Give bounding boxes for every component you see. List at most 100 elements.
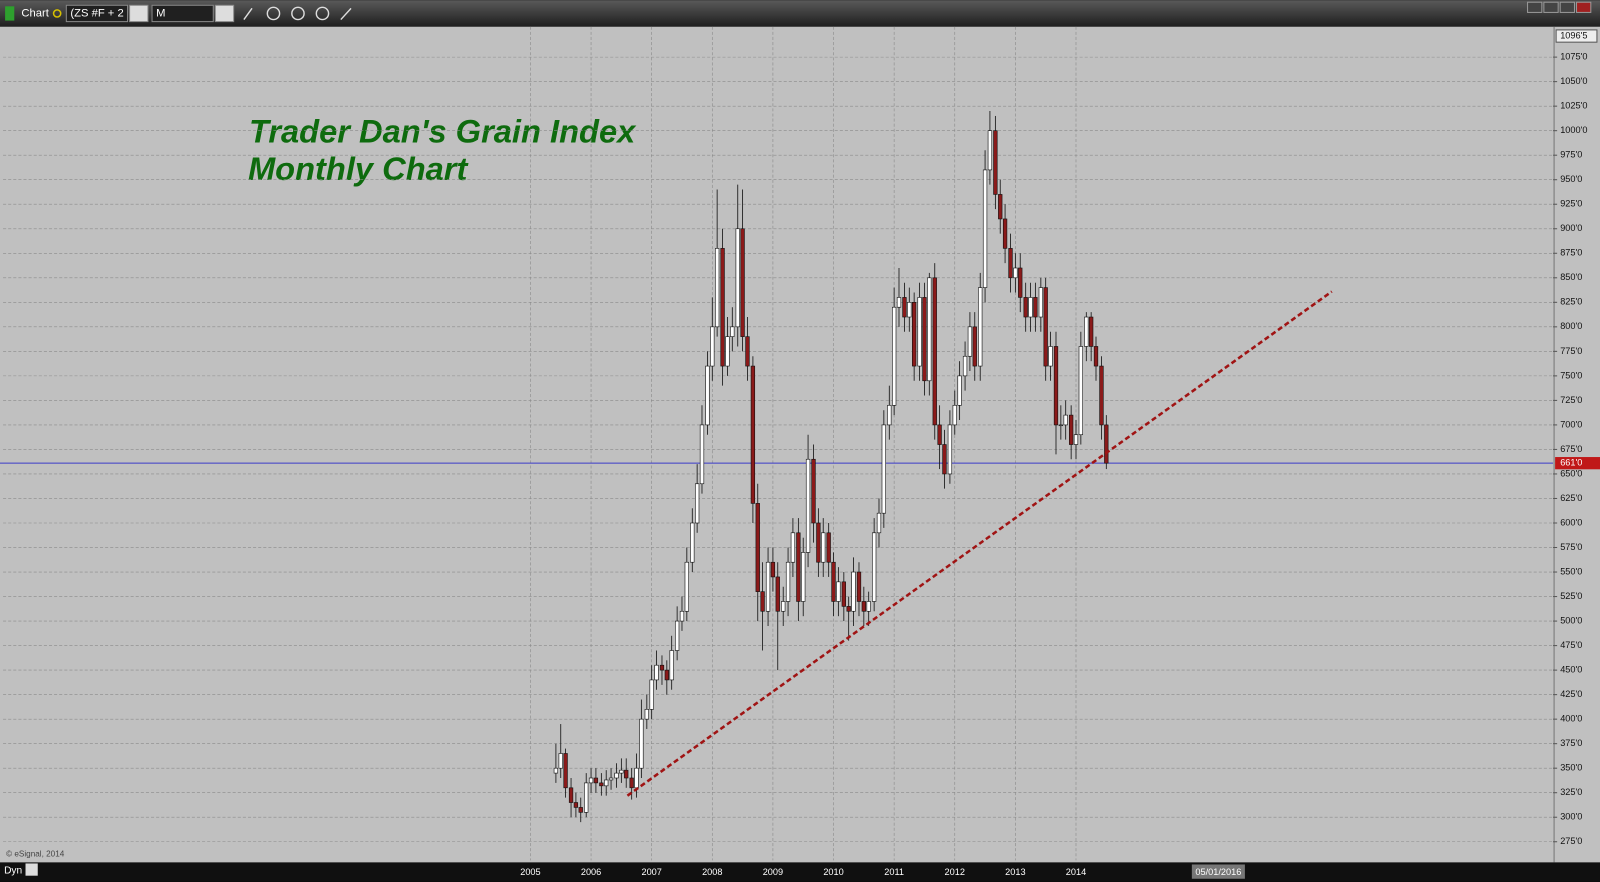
y-tick-label: 600'0 [1560, 517, 1582, 527]
y-tick-label: 675'0 [1560, 444, 1582, 454]
candle-body [644, 709, 649, 720]
y-tick-label: 500'0 [1560, 615, 1582, 625]
y-tick-label: 650'0 [1560, 468, 1582, 478]
candle-body [826, 532, 831, 563]
candle-body [699, 424, 705, 485]
y-tick-label: 1000'0 [1560, 125, 1587, 135]
symbol[interactable]: (ZS #F + 2 [70, 7, 123, 19]
candle-body [694, 483, 700, 524]
candle-body [881, 424, 886, 514]
zoom-button[interactable] [315, 6, 330, 21]
candle-body [578, 807, 583, 813]
x-tick-label: 2014 [1066, 867, 1086, 877]
candle-body [932, 277, 937, 426]
candle-body [781, 601, 786, 612]
y-tick-label: 550'0 [1560, 566, 1582, 576]
y-tick-label: 375'0 [1560, 738, 1582, 748]
candle-body [805, 458, 811, 553]
y-tick-label: 750'0 [1560, 370, 1582, 380]
candle-body [1078, 346, 1083, 436]
candle-body [947, 424, 953, 475]
cursor-date: 05/01/2016 [1195, 867, 1241, 877]
candle-body [892, 306, 897, 406]
candle-body [619, 769, 624, 774]
y-max-box [1555, 29, 1598, 43]
candle-body [790, 532, 796, 563]
time-axis-bar [0, 862, 1600, 882]
time-button[interactable] [214, 4, 235, 23]
window-restore[interactable] [1527, 1, 1543, 13]
mode-icon[interactable] [25, 863, 38, 876]
candle-body [1063, 414, 1068, 426]
candle-body [816, 522, 821, 563]
y-tick-label: 1050'0 [1560, 76, 1587, 86]
candle-body [942, 444, 947, 475]
candle-body [856, 571, 862, 602]
candle-body [735, 228, 740, 328]
candle-body [952, 404, 957, 426]
x-tick-label: 2012 [945, 867, 965, 877]
candle-body [684, 561, 689, 612]
y-tick-label: 1075'0 [1560, 52, 1587, 62]
chart-icon [5, 6, 15, 21]
candle-body [593, 777, 599, 784]
y-tick-label: 300'0 [1560, 812, 1582, 822]
x-tick-label: 2010 [823, 867, 843, 877]
draw-tools[interactable] [243, 7, 352, 21]
refresh-button[interactable] [266, 6, 281, 21]
candle-body [927, 277, 932, 382]
candle-body [962, 355, 968, 377]
y-tick-label: 475'0 [1560, 640, 1582, 650]
candle-body [1002, 218, 1008, 249]
candle-body [775, 576, 780, 612]
y-tick-label: 275'0 [1560, 836, 1582, 846]
candle-body [765, 561, 771, 612]
candle-body [634, 767, 639, 789]
symbol-box[interactable] [65, 4, 129, 23]
candle-body [770, 561, 776, 578]
candle-body [558, 753, 563, 769]
candle-body [608, 777, 614, 781]
candle-body [584, 782, 589, 813]
candle-body [957, 375, 962, 406]
candle-body [669, 650, 674, 681]
y-tick-label: 775'0 [1560, 346, 1582, 356]
candle-body [654, 664, 659, 681]
x-tick-label: 2011 [884, 867, 904, 877]
x-tick-label: 2008 [702, 867, 722, 877]
candle-body [866, 601, 871, 612]
candle-body [1053, 346, 1059, 426]
x-tick-label: 2013 [1005, 867, 1025, 877]
play-button[interactable] [291, 6, 305, 21]
mode-label[interactable]: Dyn [4, 865, 22, 876]
x-tick-label: 2005 [520, 867, 540, 877]
candle-body [978, 287, 983, 367]
candle-body [846, 606, 851, 612]
candle-body [568, 787, 574, 803]
candle-body [1058, 424, 1063, 427]
candle-body [896, 297, 902, 308]
candle-body [917, 297, 922, 367]
window-close[interactable] [1576, 1, 1592, 13]
interval[interactable]: M [156, 7, 165, 19]
candle-body [912, 302, 917, 367]
y-tick-label: 975'0 [1560, 150, 1582, 160]
y-tick-label: 575'0 [1560, 542, 1582, 552]
candle-body [902, 297, 907, 318]
settings-button[interactable] [129, 4, 149, 23]
trendline [626, 290, 1333, 797]
candle-body [801, 552, 806, 602]
window-minimize[interactable] [1543, 1, 1559, 13]
candle-body [1038, 287, 1043, 318]
candle-body [1043, 287, 1048, 367]
link-icon[interactable] [52, 9, 62, 18]
candle-body [876, 512, 882, 534]
window-maximize[interactable] [1559, 1, 1576, 13]
y-tick-label: 450'0 [1560, 665, 1582, 675]
interval-box[interactable] [151, 4, 214, 23]
y-tick-label: 900'0 [1560, 223, 1582, 233]
candle-body [659, 664, 665, 671]
candle-body [987, 130, 993, 171]
x-tick-label: 2009 [763, 867, 783, 877]
candle-body [1104, 424, 1109, 464]
